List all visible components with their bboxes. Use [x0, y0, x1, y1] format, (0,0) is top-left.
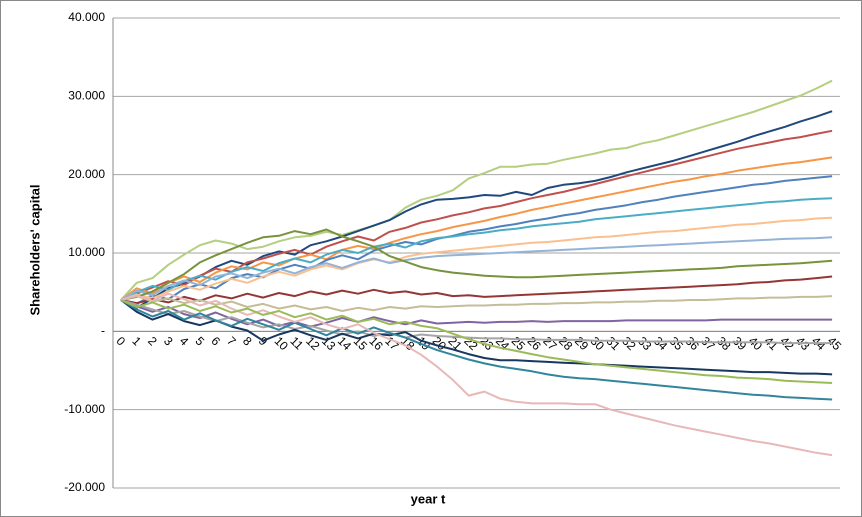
- series-line: [120, 275, 833, 305]
- series-line: [120, 216, 833, 301]
- y-tick-label: 40.000: [68, 10, 105, 24]
- series-line: [120, 236, 833, 301]
- y-tick-label: 30.000: [68, 89, 105, 103]
- series-line: [120, 110, 833, 309]
- y-tick-label: -10.000: [64, 402, 105, 416]
- y-axis-title: Shareholders' capital: [27, 185, 42, 316]
- y-tick-label: -: [101, 324, 105, 338]
- series-line: [120, 197, 833, 301]
- y-tick-label: 20.000: [68, 167, 105, 181]
- series-line: [120, 156, 833, 301]
- y-tick-label: -20.000: [64, 480, 105, 494]
- series-line: [120, 299, 833, 345]
- series-line: [120, 299, 833, 376]
- x-axis-title: year t: [411, 491, 446, 506]
- y-tick-label: 10.000: [68, 245, 105, 259]
- series-line: [120, 299, 833, 384]
- series-line: [120, 292, 833, 457]
- series-line: [120, 228, 833, 301]
- series-line: [120, 299, 833, 401]
- series-line: [120, 295, 833, 312]
